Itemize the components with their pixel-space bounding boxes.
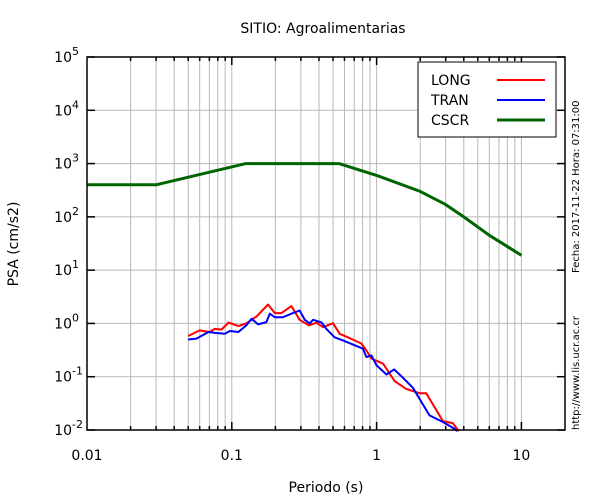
y-tick-label: 103	[54, 152, 79, 173]
series-long-line	[187, 303, 460, 432]
x-tick-label: 1	[372, 448, 381, 464]
series-tran-line	[188, 309, 458, 432]
y-tick-label: 104	[54, 98, 79, 119]
legend: LONG TRAN CSCR	[417, 61, 557, 138]
x-tick-label: 10	[512, 448, 530, 464]
y-axis-label: PSA (cm/s2)	[6, 202, 22, 287]
grid	[87, 57, 565, 430]
date-text: Fecha: 2017-11-22 Hora: 07:31:00	[571, 101, 582, 274]
axis-ticks: 105 104 103 102 101 100 10-1 10-2 0.01 0.1 1 10	[54, 45, 565, 464]
chart-title: SITIO: Agroalimentarias	[240, 21, 405, 37]
y-tick-label: 10-2	[54, 418, 83, 439]
plot-frame	[86, 56, 566, 431]
y-tick-label: 105	[54, 45, 79, 66]
series-lines	[87, 162, 523, 432]
y-tick-label: 101	[54, 258, 79, 279]
x-tick-label: 0.01	[71, 448, 102, 464]
legend-label-long: LONG	[431, 73, 471, 89]
y-tick-label: 100	[54, 311, 79, 332]
y-tick-label: 102	[54, 205, 79, 226]
series-cscr-line	[87, 162, 523, 257]
legend-label-tran: TRAN	[430, 93, 469, 109]
x-tick-label: 0.1	[221, 448, 243, 464]
url-text: http://www.lis.ucr.ac.cr	[571, 315, 582, 430]
y-tick-label: 10-1	[54, 365, 83, 386]
legend-label-cscr: CSCR	[431, 113, 469, 129]
x-axis-label: Periodo (s)	[289, 480, 364, 496]
